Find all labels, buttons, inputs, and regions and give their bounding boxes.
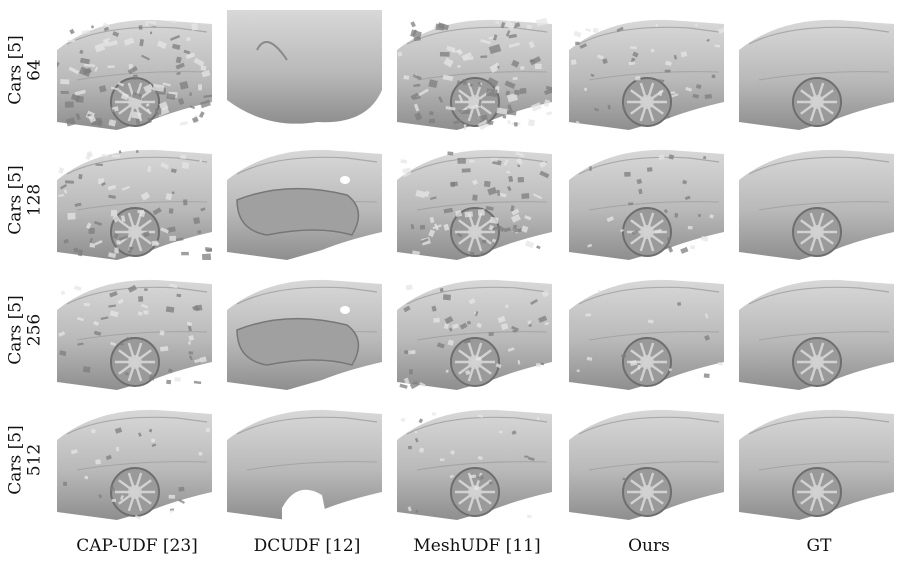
row-dataset: Cars [5] — [6, 295, 27, 365]
column-label-ours: Ours — [628, 536, 670, 556]
car-render — [57, 10, 212, 130]
row-dataset: Cars [5] — [6, 35, 27, 105]
car-render — [569, 140, 724, 260]
car-render — [739, 270, 894, 390]
row-resolution: 256 — [25, 313, 46, 347]
row-resolution: 64 — [25, 59, 46, 81]
column-label-gt: GT — [806, 536, 832, 556]
car-render — [569, 10, 724, 130]
car-render — [569, 400, 724, 520]
car-render — [57, 270, 212, 390]
row-label-1: Cars [5] 64 — [0, 10, 52, 130]
car-render — [57, 400, 212, 520]
car-render — [739, 10, 894, 130]
row-label-4: Cars [5] 512 — [0, 400, 52, 520]
car-render — [227, 400, 382, 520]
row-resolution: 512 — [25, 443, 46, 477]
car-render — [227, 270, 382, 390]
column-label-meshudf: MeshUDF [11] — [413, 536, 541, 556]
car-render — [227, 140, 382, 260]
row-dataset: Cars [5] — [6, 165, 27, 235]
row-resolution: 128 — [25, 183, 46, 217]
car-render — [569, 270, 724, 390]
car-render — [57, 140, 212, 260]
row-dataset: Cars [5] — [6, 425, 27, 495]
car-render — [739, 140, 894, 260]
column-label-dcudf: DCUDF [12] — [253, 536, 361, 556]
car-render — [397, 270, 552, 390]
car-render — [739, 400, 894, 520]
car-render — [227, 10, 382, 130]
car-render — [397, 10, 552, 130]
column-label-cap-udf: CAP-UDF [23] — [76, 536, 198, 556]
car-render — [397, 400, 552, 520]
row-label-2: Cars [5] 128 — [0, 140, 52, 260]
row-label-3: Cars [5] 256 — [0, 270, 52, 390]
car-render — [397, 140, 552, 260]
